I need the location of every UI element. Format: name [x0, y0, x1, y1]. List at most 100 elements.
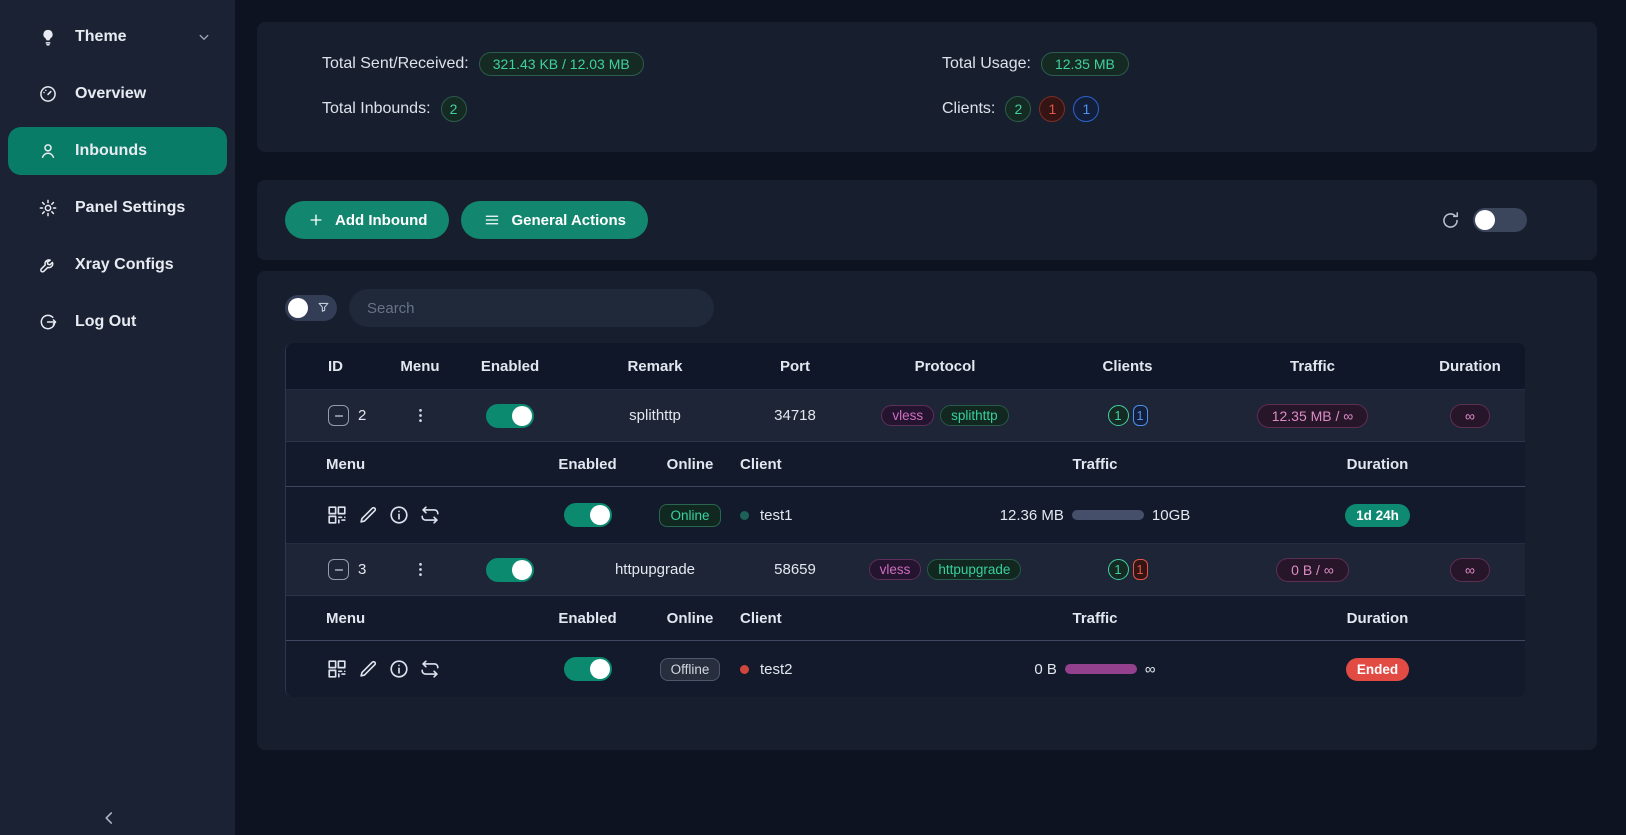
- client-row: Online test1 12.36 MB 10GB 1d 24h: [286, 486, 1525, 543]
- stat-total-inbounds: Total Inbounds: 2: [322, 96, 942, 122]
- sidebar-item-log-out[interactable]: Log Out: [8, 298, 227, 346]
- add-inbound-button[interactable]: Add Inbound: [285, 201, 450, 239]
- column-header-menu: Menu: [400, 357, 440, 375]
- client-edit-button[interactable]: [357, 658, 379, 680]
- chevron-left-icon: [98, 807, 120, 829]
- client-traffic-used: 0 B: [1034, 660, 1057, 678]
- inbound-duration-badge: ∞: [1450, 557, 1490, 582]
- auto-refresh-toggle[interactable]: [1473, 208, 1527, 232]
- clients-count-badge-green: 2: [1005, 96, 1032, 122]
- refresh-icon: [1440, 210, 1461, 231]
- sub-column-header-client: Client: [740, 455, 782, 473]
- column-header-protocol: Protocol: [914, 357, 976, 375]
- inbound-traffic-badge: 12.35 MB / ∞: [1256, 403, 1369, 428]
- search-input[interactable]: [349, 289, 714, 327]
- client-edit-button[interactable]: [357, 504, 379, 526]
- dashboard-icon: [38, 84, 58, 104]
- sidebar-item-theme-label: Theme: [75, 28, 127, 45]
- main-content: Total Sent/Received: 321.43 KB / 12.03 M…: [235, 0, 1626, 835]
- sub-column-header-client: Client: [740, 609, 782, 627]
- inbound-id: 3: [358, 561, 367, 578]
- client-traffic-total: ∞: [1144, 660, 1156, 678]
- sub-column-header-online: Online: [666, 455, 714, 473]
- client-traffic-bar: [1071, 510, 1144, 520]
- filter-icon: [316, 300, 331, 315]
- column-header-enabled: Enabled: [480, 357, 540, 375]
- client-count-badge-red: 1: [1132, 559, 1148, 580]
- sidebar-item-theme[interactable]: Theme: [8, 13, 227, 61]
- sidebar-nav: Theme Overview Inbounds Panel Settings Xray …: [0, 13, 235, 346]
- general-actions-button[interactable]: General Actions: [461, 201, 648, 239]
- client-info-button[interactable]: [388, 658, 410, 680]
- transport-tag: splithttp: [940, 405, 1009, 426]
- client-count-badge-green: 1: [1107, 559, 1129, 580]
- column-header-port: Port: [780, 357, 810, 375]
- menu-lines-icon: [483, 211, 501, 229]
- client-traffic-total: 10GB: [1151, 506, 1191, 524]
- chevron-down-icon: [195, 28, 213, 46]
- stat-sent-received: Total Sent/Received: 321.43 KB / 12.03 M…: [322, 52, 942, 76]
- sidebar-item-overview[interactable]: Overview: [8, 70, 227, 118]
- row-menu-button[interactable]: [411, 560, 430, 579]
- sidebar: Theme Overview Inbounds Panel Settings Xray …: [0, 0, 235, 835]
- inbounds-table-card: ID Menu Enabled Remark Port Protocol Clients Tr…: [257, 271, 1597, 750]
- protocol-tag: vless: [868, 559, 922, 580]
- sent-received-value: 321.43 KB / 12.03 MB: [478, 52, 644, 76]
- client-count-badge-green: 1: [1107, 405, 1129, 426]
- client-reset-traffic-button[interactable]: [419, 504, 441, 526]
- transport-tag: httpupgrade: [927, 559, 1022, 580]
- inbound-row: 3 httpupgrade 58659 vless httpupgrade 1 1 0 B /…: [286, 543, 1525, 595]
- client-enabled-toggle[interactable]: [563, 657, 612, 681]
- client-traffic-bar: [1064, 664, 1137, 674]
- collapse-row-button[interactable]: [328, 559, 349, 580]
- inbound-enabled-toggle[interactable]: [486, 403, 534, 428]
- total-usage-value: 12.35 MB: [1040, 52, 1129, 76]
- collapse-row-button[interactable]: [328, 405, 349, 426]
- sub-column-header-enabled: Enabled: [558, 609, 617, 627]
- sub-column-header-duration: Duration: [1346, 609, 1409, 627]
- inbound-row: 2 splithttp 34718 vless splithttp 1 1 12.35 MB …: [286, 389, 1525, 441]
- column-header-remark: Remark: [627, 357, 683, 375]
- client-qrcode-button[interactable]: [326, 658, 348, 680]
- general-actions-label: General Actions: [511, 211, 626, 229]
- client-enabled-toggle[interactable]: [563, 503, 612, 527]
- sub-column-header-traffic: Traffic: [1072, 455, 1118, 473]
- sub-column-header-duration: Duration: [1346, 455, 1409, 473]
- stat-total-usage: Total Usage: 12.35 MB: [942, 52, 1597, 76]
- stats-card: Total Sent/Received: 321.43 KB / 12.03 M…: [257, 22, 1597, 152]
- gear-icon: [38, 198, 58, 218]
- bulb-icon: [38, 27, 58, 47]
- client-name: test1: [760, 506, 793, 524]
- client-qrcode-button[interactable]: [326, 504, 348, 526]
- sidebar-item-inbounds[interactable]: Inbounds: [8, 127, 227, 175]
- table-header-row: ID Menu Enabled Remark Port Protocol Clients Tr…: [286, 343, 1525, 389]
- client-count-badge-blue: 1: [1132, 405, 1148, 426]
- inbound-id: 2: [358, 407, 367, 424]
- add-inbound-label: Add Inbound: [335, 211, 428, 229]
- client-duration-badge: Ended: [1345, 657, 1410, 681]
- column-header-duration: Duration: [1439, 357, 1501, 375]
- protocol-tag: vless: [881, 405, 935, 426]
- clients-count-badge-red: 1: [1039, 96, 1066, 122]
- user-icon: [38, 141, 58, 161]
- sidebar-item-inbounds-label: Inbounds: [75, 142, 147, 159]
- sidebar-item-xray-configs[interactable]: Xray Configs: [8, 241, 227, 289]
- client-info-button[interactable]: [388, 504, 410, 526]
- inbound-remark: httpupgrade: [614, 561, 696, 578]
- refresh-button[interactable]: [1440, 210, 1461, 231]
- client-name: test2: [760, 660, 793, 678]
- sidebar-item-xray-configs-label: Xray Configs: [75, 256, 174, 273]
- clients-label: Clients:: [942, 100, 996, 117]
- filter-toggle[interactable]: [285, 295, 337, 321]
- column-header-clients: Clients: [1102, 357, 1153, 375]
- client-reset-traffic-button[interactable]: [419, 658, 441, 680]
- row-menu-button[interactable]: [411, 406, 430, 425]
- sidebar-collapse-button[interactable]: [98, 807, 120, 829]
- client-subtable-header: Menu Enabled Online Client Traffic Duration: [286, 441, 1525, 486]
- clients-count-badge-blue: 1: [1073, 96, 1100, 122]
- sidebar-item-panel-settings[interactable]: Panel Settings: [8, 184, 227, 232]
- inbound-enabled-toggle[interactable]: [486, 557, 534, 582]
- sub-column-header-traffic: Traffic: [1072, 609, 1118, 627]
- sub-column-header-menu: Menu: [326, 609, 366, 627]
